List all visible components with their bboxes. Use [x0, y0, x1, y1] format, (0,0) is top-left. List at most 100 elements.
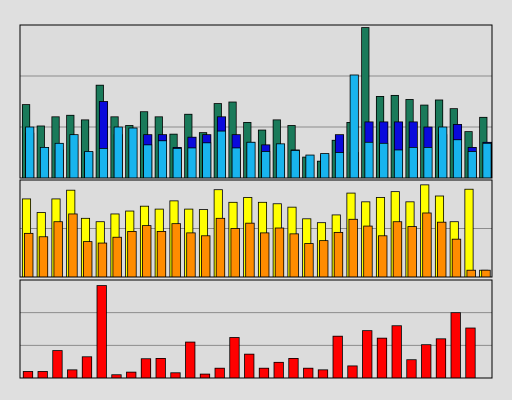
bar-bottom-s1-c31	[465, 327, 476, 379]
bar-top-s3-c9	[143, 144, 153, 179]
bar-bottom-s1-c15	[229, 337, 240, 379]
bar-middle-s2-c31	[466, 269, 476, 278]
bar-top-s3-c20	[305, 154, 315, 179]
bar-top-s3-c28	[423, 146, 433, 179]
bar-bottom-s1-c21	[317, 369, 329, 379]
plot-frame-bottom	[19, 279, 493, 379]
bar-bottom-s1-c30	[450, 312, 461, 379]
bar-bottom-s1-c26	[391, 325, 402, 379]
bar-top-s3-c4	[69, 134, 79, 179]
bar-bottom-s1-c22	[332, 335, 343, 379]
bar-top-s3-c21	[320, 153, 330, 179]
bar-top-s3-c23	[349, 74, 359, 179]
bar-bottom-s1-c6	[96, 285, 107, 379]
bar-middle-s2-c14	[215, 217, 226, 278]
bar-bottom-s1-c24	[362, 330, 373, 379]
bar-middle-s2-c13	[201, 235, 211, 278]
bar-top-s3-c22	[334, 152, 345, 179]
bar-top-s3-c24	[364, 141, 374, 179]
bar-top-s3-c31	[467, 151, 477, 179]
bar-top-s3-c8	[128, 127, 138, 179]
bar-bottom-s1-c18	[273, 361, 284, 379]
bar-top-s3-c32	[482, 142, 492, 179]
bar-middle-s2-c6	[97, 242, 108, 278]
bar-bottom-s1-c23	[347, 365, 358, 379]
bar-bottom-s1-c12	[185, 341, 196, 379]
bar-middle-s2-c8	[127, 231, 137, 278]
bar-middle-s2-c27	[407, 226, 417, 278]
bar-middle-s2-c1	[24, 232, 34, 278]
bar-middle-s1-c31	[464, 188, 474, 278]
bar-middle-s2-c5	[83, 241, 93, 278]
bar-bottom-s1-c1	[22, 371, 34, 379]
bar-top-s3-c12	[187, 147, 197, 179]
bar-middle-s2-c21	[319, 240, 329, 278]
bar-middle-s2-c25	[378, 235, 388, 278]
bar-middle-s2-c24	[363, 225, 373, 278]
bar-middle-s2-c10	[156, 231, 167, 278]
bar-top-s3-c7	[113, 126, 123, 179]
bar-bottom-s1-c29	[435, 338, 447, 379]
bar-top-s3-c19	[290, 150, 300, 179]
bar-middle-s2-c11	[171, 223, 181, 278]
bar-top-s3-c2	[39, 146, 50, 179]
plot-frame-top	[19, 24, 493, 179]
bar-middle-s2-c16	[245, 222, 255, 278]
bar-top-s3-c17	[261, 151, 271, 179]
bar-middle-s2-c4	[68, 213, 78, 278]
bar-top-s3-c1	[25, 126, 35, 179]
bar-top-s3-c3	[54, 142, 64, 179]
bar-bottom-s1-c11	[170, 372, 181, 379]
plot-frame-middle	[19, 179, 493, 278]
bar-top-s3-c27	[408, 146, 418, 179]
bar-middle-s2-c20	[304, 243, 314, 278]
bar-bottom-s1-c14	[214, 367, 225, 379]
bar-bottom-s1-c13	[199, 373, 211, 379]
bar-middle-s2-c19	[289, 233, 299, 278]
bar-middle-s2-c17	[260, 232, 270, 278]
bar-top-s3-c10	[157, 140, 168, 179]
bar-middle-s2-c32	[481, 269, 491, 278]
bar-bottom-s1-c5	[81, 356, 93, 379]
bar-middle-s2-c30	[451, 238, 462, 278]
bar-top-s3-c18	[275, 143, 286, 179]
bar-top-s3-c26	[393, 149, 404, 179]
bar-top-s3-c29	[438, 126, 448, 179]
bar-bottom-s1-c25	[376, 337, 388, 379]
bar-middle-s2-c7	[112, 236, 122, 278]
bar-bottom-s1-c28	[421, 344, 432, 379]
bar-middle-s2-c12	[186, 232, 196, 278]
bar-middle-s2-c22	[333, 231, 344, 278]
bar-middle-s2-c15	[230, 228, 240, 278]
bar-top-s3-c11	[172, 148, 182, 179]
bar-top-s3-c13	[202, 142, 212, 179]
bar-top-s3-c15	[231, 147, 241, 179]
bar-top-s3-c16	[246, 141, 256, 179]
bar-middle-s2-c9	[142, 225, 152, 278]
bar-top-s3-c5	[84, 151, 94, 179]
bar-middle-s2-c18	[274, 227, 285, 278]
bar-bottom-s1-c3	[52, 350, 63, 379]
bar-middle-s2-c28	[422, 212, 432, 278]
bar-bottom-s1-c19	[288, 357, 299, 379]
bar-middle-s2-c23	[348, 218, 358, 278]
bar-bottom-s1-c2	[37, 371, 48, 379]
bar-bottom-s1-c20	[303, 367, 314, 379]
bar-top-s3-c14	[216, 130, 227, 179]
bar-middle-s2-c2	[38, 236, 49, 278]
bar-bottom-s1-c10	[155, 357, 166, 379]
bar-top-s3-c6	[98, 148, 109, 179]
bar-middle-s2-c3	[53, 221, 63, 278]
bar-bottom-s1-c4	[67, 369, 78, 379]
bar-top-s3-c30	[452, 139, 463, 179]
bar-top-s3-c25	[379, 142, 389, 179]
bar-bottom-s1-c27	[406, 359, 417, 379]
bar-bottom-s1-c8	[126, 371, 137, 379]
bar-bottom-s1-c16	[244, 353, 255, 379]
bar-middle-s2-c26	[392, 221, 403, 278]
bar-bottom-s1-c9	[140, 358, 152, 379]
bar-middle-s2-c29	[437, 221, 447, 278]
bar-bottom-s1-c17	[258, 367, 270, 379]
